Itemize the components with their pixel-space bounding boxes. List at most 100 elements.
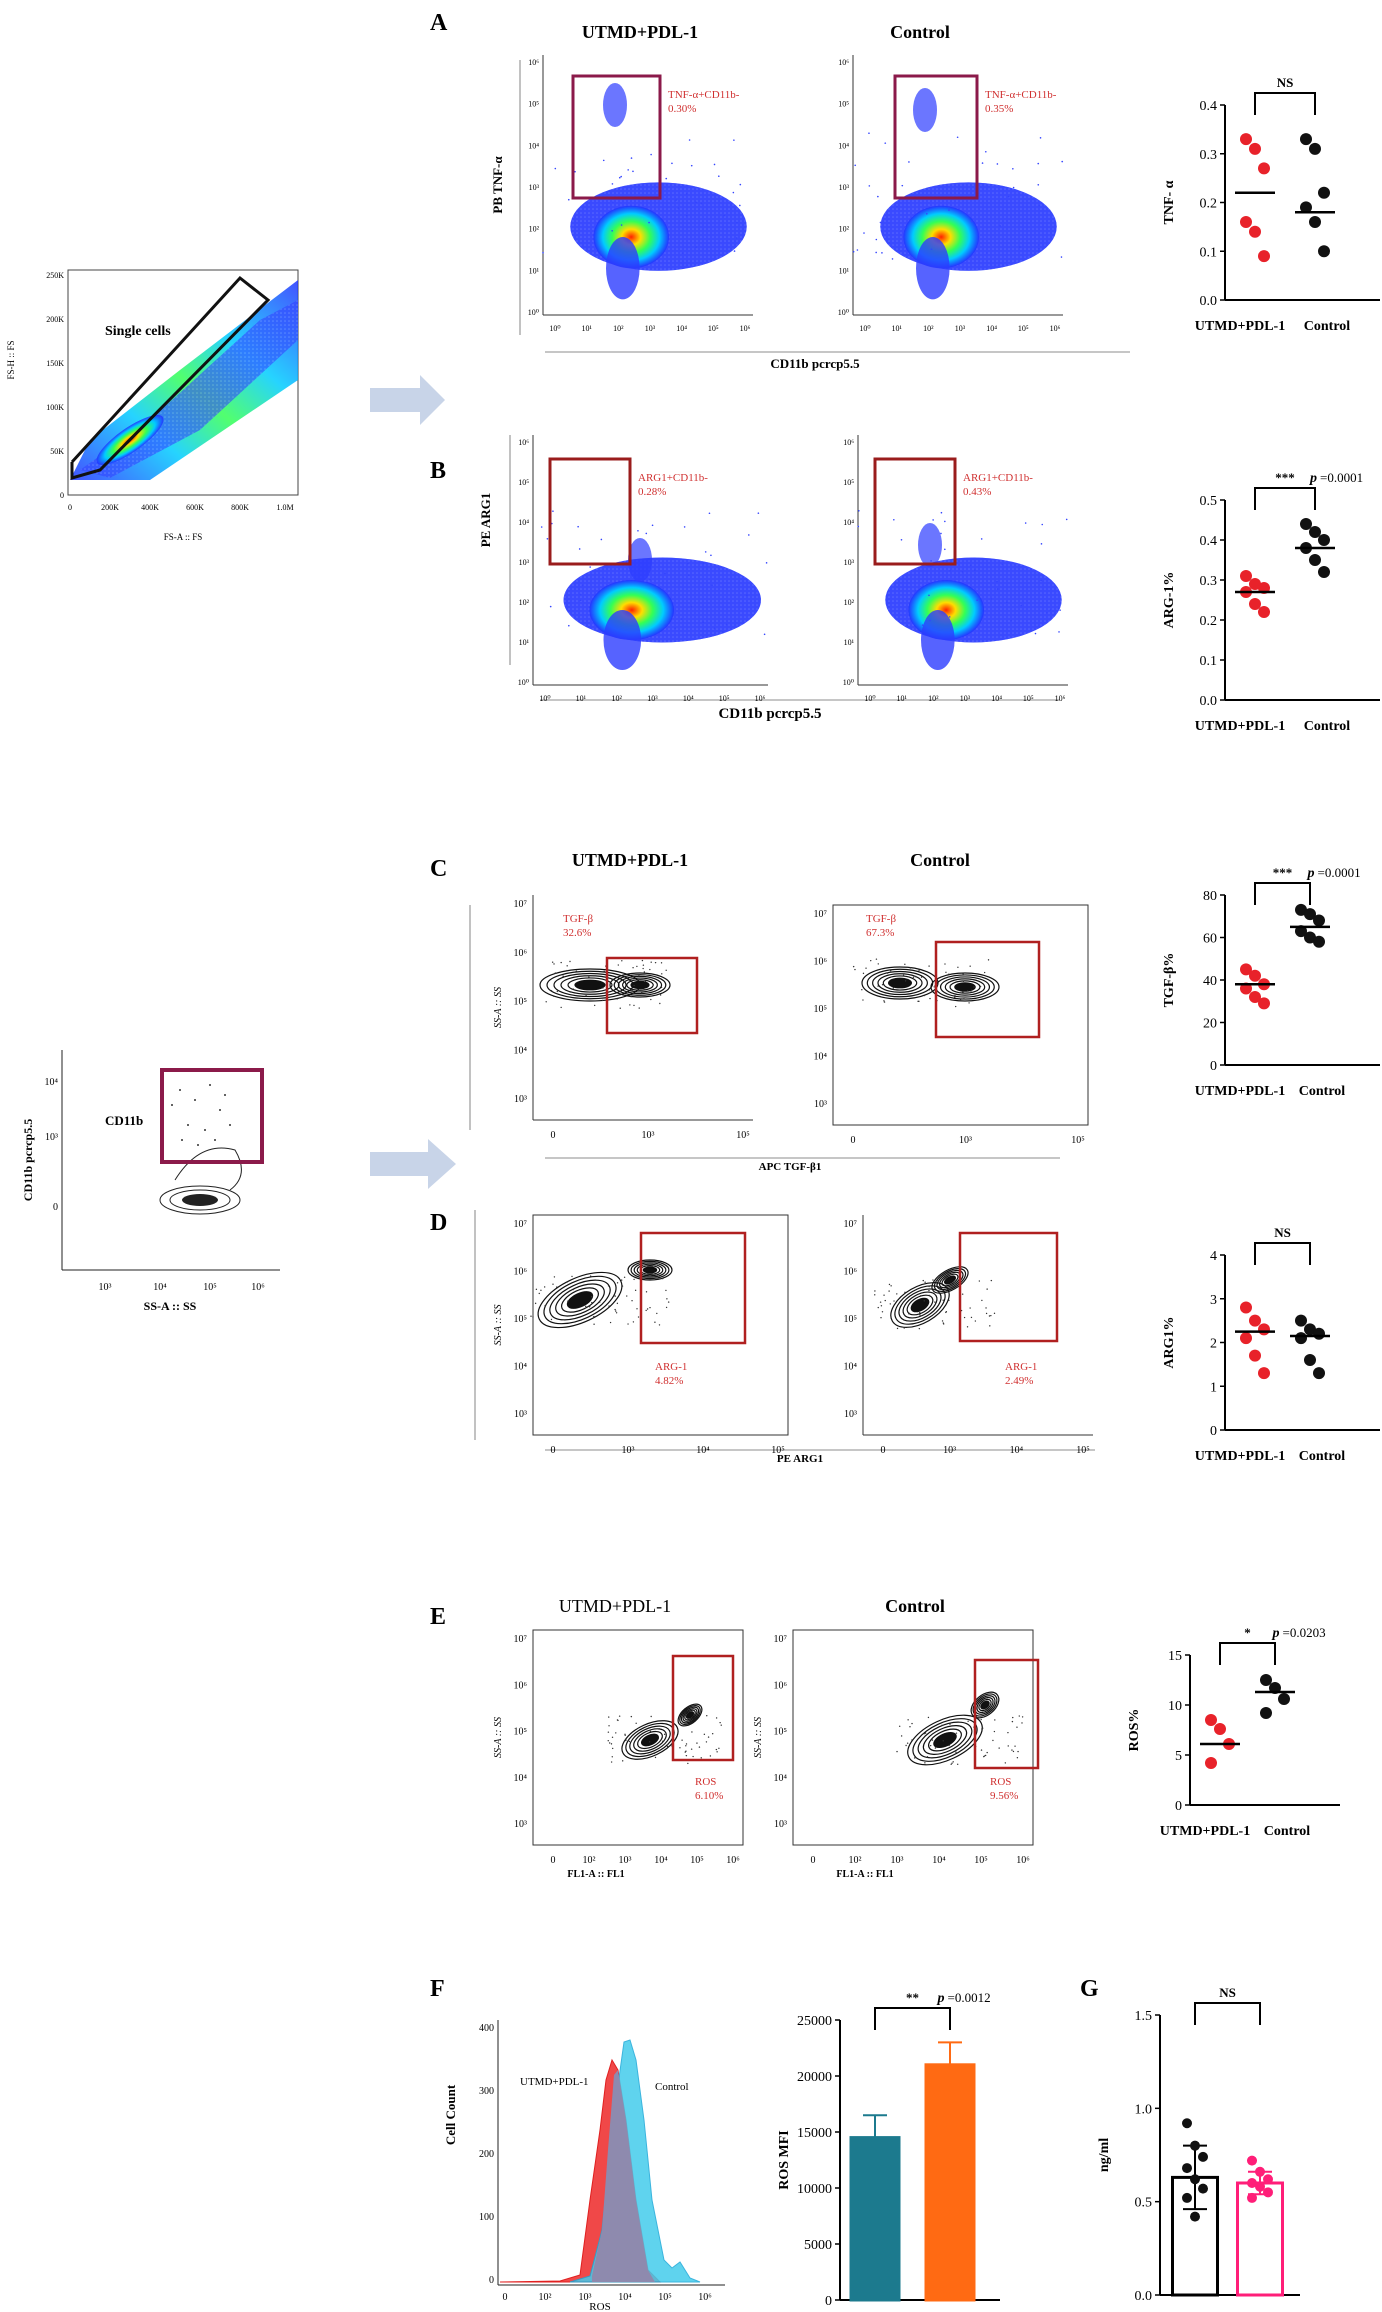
gate-box [639, 1231, 747, 1345]
gate-percent: 0.43% [963, 486, 991, 498]
gate-percent: 0.28% [638, 486, 666, 498]
x-tick-label: 0 [881, 1445, 886, 1456]
y-tick-label: 10⁷ [774, 1634, 788, 1645]
data-point [1240, 133, 1252, 146]
y-tick-label: 10⁰ [838, 308, 849, 317]
x-tick-label: 10⁴ [696, 1445, 710, 1456]
data-point [1205, 1757, 1217, 1769]
data-point [1182, 2163, 1192, 2174]
y-tick-label: 10¹ [519, 638, 530, 647]
gate-label: ARG1+CD11b- [963, 472, 1033, 484]
gate-box [873, 457, 957, 566]
x-tick-label: 10⁵ [690, 1855, 704, 1866]
y-axis-label: TNF- α [1162, 180, 1177, 224]
data-point [1190, 2211, 1200, 2222]
y-tick-label: 10⁷ [514, 1219, 528, 1230]
gate-box [893, 74, 979, 200]
y-tick-label: 1.0 [1135, 2102, 1153, 2117]
x-tick-label: 10¹ [581, 324, 592, 333]
panel-letter-c: C [430, 856, 447, 882]
y-tick-label: 10³ [844, 558, 855, 567]
x-tick-label: 10⁶ [726, 1855, 740, 1866]
hist-xlabel: ROS [589, 2301, 610, 2312]
y-tick-label: 10⁶ [774, 1680, 788, 1691]
header-control-c: Control [910, 850, 970, 870]
data-point [1249, 969, 1261, 982]
significance-bracket [1254, 882, 1311, 905]
hist-treated-label: UTMD+PDL-1 [520, 2076, 589, 2088]
x-category-label: UTMD+PDL-1 [1195, 319, 1285, 334]
x-tick-label: 10⁴ [986, 324, 997, 333]
y-axis-label: TGF-β% [1162, 953, 1177, 1008]
x-tick-label: 10⁴ [932, 1855, 946, 1866]
data-point [1240, 1301, 1252, 1314]
x-category-label: Control [1299, 1084, 1346, 1099]
y-tick-label: 2 [1210, 1337, 1217, 1352]
x-tick-label: 10³ [619, 1855, 632, 1866]
y-tick-label: 10⁴ [514, 1773, 528, 1784]
x-category-label: Control [1304, 719, 1351, 734]
hist-control-label: Control [655, 2081, 689, 2093]
gate-box [671, 1654, 735, 1762]
data-point [1258, 606, 1270, 618]
data-point [1258, 1323, 1270, 1336]
y-tick-label: 10⁰ [518, 678, 529, 687]
data-point [1313, 914, 1325, 927]
y-tick-label: 0.4 [1200, 534, 1218, 549]
x-tick-label: 0 [551, 1445, 556, 1456]
flow-plot-d-control: ARG-1 2.49% 10⁷ 10⁶ 10⁵ 10⁴ 10³ 0 10³ 10⁴ 10⁵ [844, 1215, 1093, 1456]
y-tick-label: 80 [1203, 889, 1217, 904]
panel-letter-e: E [430, 1604, 446, 1630]
data-point [1278, 1693, 1290, 1705]
data-point [1247, 2178, 1257, 2188]
p-label: p [1309, 471, 1317, 486]
panel-c-xaxis: APC TGF-β1 [759, 1161, 822, 1173]
y-axis-label: SS-A :: SS [493, 1305, 504, 1346]
y-tick-label: 10⁶ [838, 58, 849, 67]
fs-xtick: 400K [141, 503, 159, 512]
x-tick-label: 10³ [960, 694, 971, 703]
x-tick-label: 10⁵ [1076, 1445, 1090, 1456]
x-tick-label: 10⁵ [974, 1855, 988, 1866]
y-tick-label: 10⁴ [844, 1362, 858, 1373]
gate-box [973, 1658, 1040, 1770]
flow-plot-b-control: ARG1+CD11b- 0.43% 10⁰ 10⁰ 10¹ 10¹ 10² 10² 10³ 10³… [843, 435, 1068, 703]
data-point [1295, 903, 1307, 916]
cd11b-xtick: 10⁴ [153, 1282, 167, 1293]
y-tick-label: 0 [1175, 1799, 1182, 1814]
data-point [1255, 2181, 1265, 2192]
significance-label: * [1244, 1625, 1251, 1640]
flow-plots: TNF-α+CD11b- 0.30% 10⁰ 10⁰ 10¹ 10¹ 10² 10² 10³ 10… [493, 55, 1093, 1880]
data-point [1240, 216, 1252, 228]
x-tick-label: 10⁵ [1071, 1135, 1085, 1146]
flow-plot-c-control: TGF-β 67.3% 10⁷ 10⁶ 10⁵ 10⁴ 10³ 0 10³ 10⁵ [814, 904, 1089, 1146]
x-tick-label: 10⁴ [683, 694, 694, 703]
gate-box [934, 940, 1041, 1039]
p-label: p [1272, 1626, 1280, 1641]
data-point [1304, 1354, 1316, 1366]
y-tick-label: 10² [529, 225, 540, 234]
y-tick-label: 10³ [514, 1409, 527, 1420]
flow-plot-a-treated: TNF-α+CD11b- 0.30% 10⁰ 10⁰ 10¹ 10¹ 10² 10² 10³ 10… [528, 55, 753, 333]
data-point [1249, 1314, 1261, 1327]
y-tick-label: 0.0 [1135, 2289, 1153, 2304]
y-tick-label: 10⁵ [838, 100, 849, 109]
y-tick-label: 0.1 [1200, 245, 1218, 260]
fs-ytick: 0 [60, 491, 64, 500]
x-category-label: UTMD+PDL-1 [1195, 1084, 1285, 1099]
data-point [1263, 2174, 1273, 2185]
x-tick-label: 10⁰ [539, 694, 550, 703]
y-tick-label: 10⁰ [843, 678, 854, 687]
gate-percent: 2.49% [1005, 1375, 1033, 1387]
data-point [1240, 1332, 1252, 1345]
ros-histogram: Cell Count ROS UTMD+PDL-1 Control 400 30… [443, 2020, 725, 2312]
y-axis-label: ARG1% [1162, 1316, 1177, 1368]
data-point [1249, 598, 1261, 610]
y-tick-label: 10⁵ [843, 478, 854, 487]
data-point [1255, 2166, 1265, 2177]
significance-label: ** [906, 1990, 919, 2005]
hist-xtick: 10² [539, 2292, 552, 2303]
gate-label: ARG-1 [1005, 1361, 1037, 1373]
stat-charts: 0.0 0.1 0.2 0.3 0.4 TNF- α UTMD+PDL-1 Control NS… [777, 75, 1380, 2309]
